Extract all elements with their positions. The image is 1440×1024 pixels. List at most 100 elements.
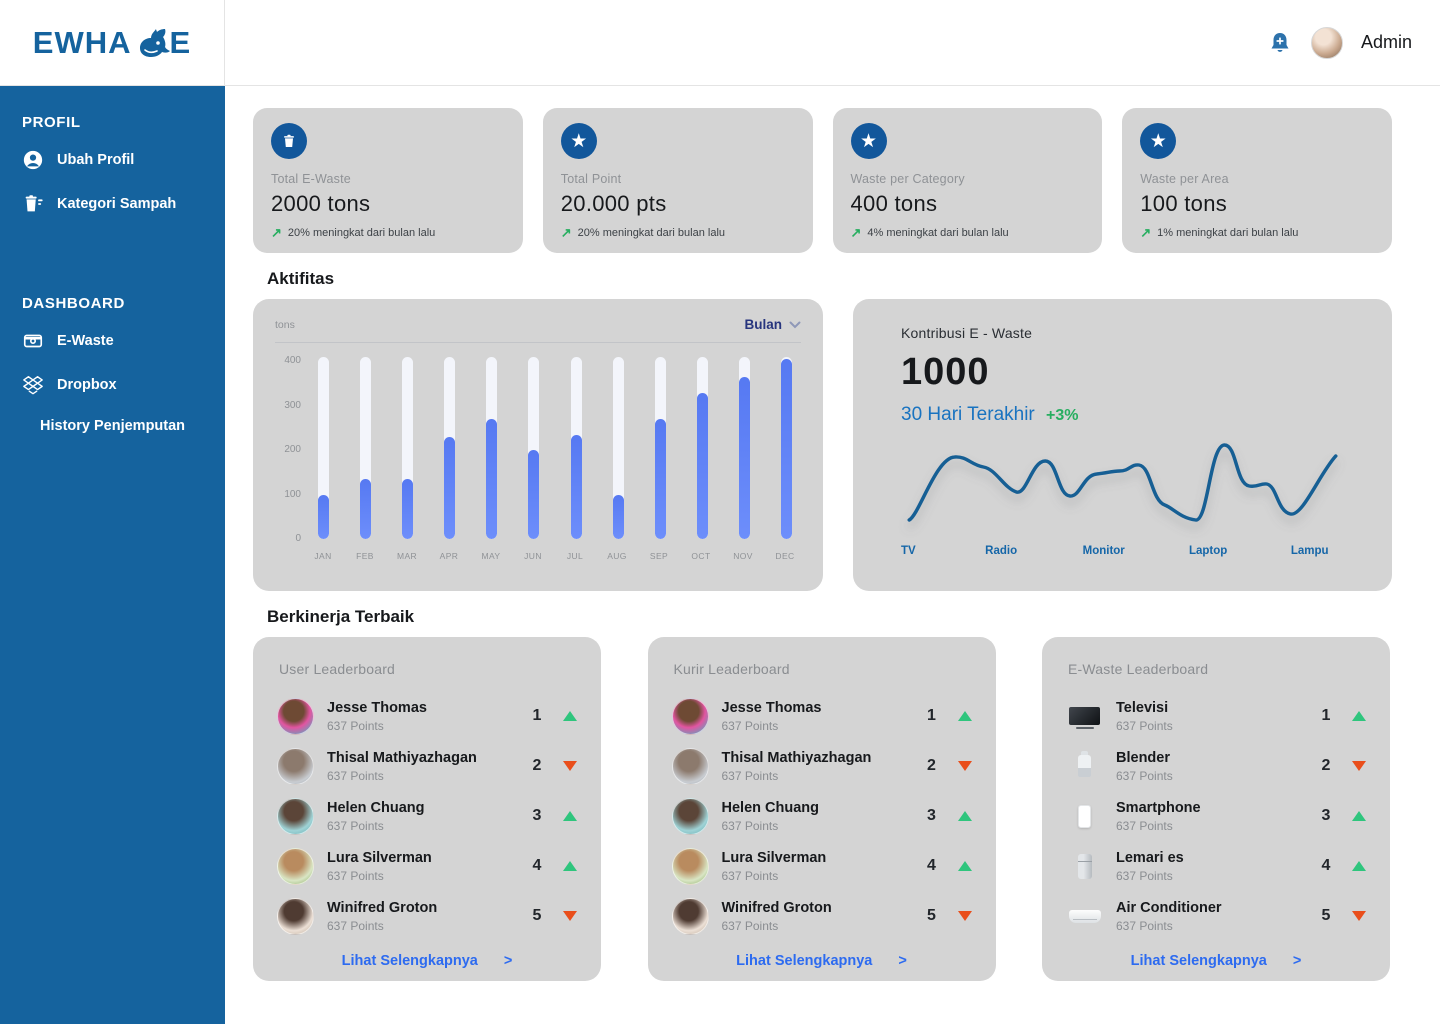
bar-chart-bars: [309, 357, 801, 543]
trend-up-arrow-icon: ↗: [560, 225, 572, 240]
leaderboard-rank: 2: [1321, 757, 1331, 774]
leaderboard-entry-points: 637 Points: [1116, 718, 1173, 733]
leaderboard-rank: 3: [532, 807, 542, 824]
stat-value: 400 tons: [850, 191, 938, 216]
x-axis-label: JUN: [524, 551, 542, 561]
month-filter-label: Bulan: [744, 317, 782, 332]
stat-trend-text: 4% meningkat dari bulan lalu: [867, 227, 1009, 239]
leaderboard-rows: Jesse Thomas 637 Points 1 Thisal Mathiyazha…: [671, 691, 972, 941]
see-more-link[interactable]: Lihat Selengkapnya >: [672, 953, 972, 969]
star-icon: ★: [1140, 123, 1177, 159]
chevron-right-icon: >: [503, 953, 513, 969]
bar-chart-month-labels: JAN FEB MAR APR MAY JUN JUL AUG SEP OCT NOV DEC: [309, 551, 799, 561]
x-axis-label: DEC: [775, 551, 795, 561]
avatar: [671, 697, 709, 735]
avatar: [671, 897, 709, 935]
leaderboard-entry-points: 637 Points: [327, 868, 384, 883]
list-item: Lura Silverman 637 Points 4: [671, 841, 972, 891]
stat-trend-text: 20% meningkat dari bulan lalu: [287, 227, 436, 239]
stat-trend-text: 20% meningkat dari bulan lalu: [577, 227, 726, 239]
y-axis-tick: 300: [284, 399, 301, 411]
stat-card-waste-per-area: ★ Waste per Area 100 tons ↗ 1% meningkat…: [1122, 108, 1392, 253]
y-axis-tick: 0: [295, 533, 301, 544]
avatar: [671, 747, 709, 785]
contribution-title: Kontribusi E - Waste: [901, 325, 1033, 341]
leaderboard-entry-name: Helen Chuang: [327, 799, 425, 816]
leaderboard-entry-points: 637 Points: [721, 768, 779, 783]
leaderboard-title: User Leaderboard: [279, 661, 396, 677]
trend-down-triangle-icon: [1352, 761, 1366, 771]
stat-trend: ↗ 4% meningkat dari bulan lalu: [851, 225, 1085, 241]
trend-down-triangle-icon: [957, 761, 972, 771]
user-avatar[interactable]: [1310, 26, 1343, 59]
leaderboard-entry-name: Lemari es: [1116, 849, 1184, 866]
smartphone-icon: [1078, 804, 1091, 828]
leaderboard-rank: 2: [927, 757, 936, 774]
month-filter-dropdown[interactable]: Bulan: [744, 317, 801, 332]
leaderboard-entry-points: 637 Points: [327, 918, 384, 933]
sidebar-item-ubah-profil[interactable]: Ubah Profil: [22, 149, 225, 171]
sidebar-section-profil: PROFIL: [22, 114, 81, 131]
stat-card-total-point: ★ Total Point 20.000 pts ↗ 20% meningkat…: [542, 108, 813, 253]
see-more-link[interactable]: Lihat Selengkapnya >: [277, 953, 577, 969]
stat-value: 2000 tons: [271, 191, 371, 216]
whale-icon: [139, 28, 170, 57]
leaderboard-entry-points: 637 Points: [327, 818, 384, 833]
y-axis-tick: 100: [284, 488, 301, 500]
sidebar-item-dropbox[interactable]: Dropbox: [22, 374, 225, 396]
leaderboard-rank: 4: [927, 857, 936, 874]
sidebar-item-history-penjemputan[interactable]: History Penjemputan: [40, 418, 186, 434]
logo-text-left: EWHA: [32, 24, 132, 60]
y-axis-unit-label: tons: [275, 318, 295, 331]
list-item: Televisi 637 Points 1: [1066, 691, 1366, 741]
leaderboard-rank: 3: [1321, 807, 1331, 824]
leaderboard-entry-points: 637 Points: [327, 768, 384, 783]
leaderboard-rank: 5: [532, 907, 542, 924]
leaderboard-rank: 3: [927, 807, 936, 824]
chevron-right-icon: >: [898, 953, 907, 969]
chevron-right-icon: >: [1292, 953, 1302, 969]
list-item: Jesse Thomas 637 Points 1: [277, 691, 577, 741]
sidebar-item-e-waste[interactable]: E-Waste: [22, 330, 225, 352]
bar: [317, 357, 329, 543]
leaderboard-entry-name: Blender: [1116, 749, 1170, 766]
user-icon: [22, 149, 44, 171]
sidebar-item-kategori-sampah[interactable]: Kategori Sampah: [22, 193, 225, 215]
kurir-leaderboard-card: Kurir Leaderboard Jesse Thomas 637 Points…: [647, 637, 996, 981]
trash-icon: [271, 123, 307, 159]
trend-up-triangle-icon: [563, 811, 577, 821]
leaderboard-entry-points: 637 Points: [1116, 768, 1173, 783]
leaderboard-rank: 1: [532, 707, 542, 724]
x-axis-label: AUG: [607, 551, 627, 561]
line-chart-category-label: Lampu: [1290, 545, 1329, 557]
leaderboard-entry-name: Winifred Groton: [721, 899, 832, 916]
stat-label: Waste per Category: [850, 172, 965, 186]
list-item: Lemari es 637 Points 4: [1066, 841, 1366, 891]
list-item: Air Conditioner 637 Points 5: [1066, 891, 1366, 941]
wallet-icon: [22, 330, 44, 352]
list-item: Helen Chuang 637 Points 3: [671, 791, 972, 841]
app-logo[interactable]: EWHA E: [0, 0, 225, 85]
bar: [570, 357, 582, 543]
trend-up-triangle-icon: [1352, 711, 1366, 721]
trash-list-icon: [22, 193, 44, 215]
e-waste-leaderboard-card: E-Waste Leaderboard Televisi 637 Points 1 B…: [1042, 637, 1390, 981]
sidebar-item-label: Kategori Sampah: [57, 196, 177, 212]
trend-down-triangle-icon: [563, 761, 577, 771]
leaderboard-entry-name: Air Conditioner: [1116, 899, 1222, 916]
notification-bell-icon[interactable]: [1267, 30, 1293, 56]
see-more-label: Lihat Selengkapnya: [1130, 953, 1267, 969]
avatar: [277, 797, 314, 835]
list-item: Blender 637 Points 2: [1066, 741, 1366, 791]
x-axis-label: SEP: [649, 551, 669, 561]
avatar: [671, 797, 709, 835]
stat-trend: ↗ 1% meningkat dari bulan lalu: [1140, 225, 1374, 241]
see-more-label: Lihat Selengkapnya: [341, 953, 478, 969]
leaderboard-entry-points: 637 Points: [721, 718, 779, 733]
leaderboard-rank: 2: [532, 757, 542, 774]
contribution-value: 1000: [901, 351, 990, 393]
leaderboard-entry-name: Jesse Thomas: [327, 699, 427, 716]
trend-up-triangle-icon: [957, 811, 972, 821]
see-more-link[interactable]: Lihat Selengkapnya >: [1066, 953, 1366, 969]
x-axis-label: APR: [439, 551, 459, 561]
